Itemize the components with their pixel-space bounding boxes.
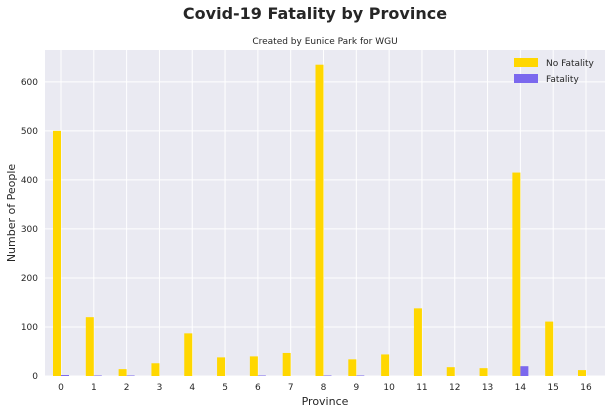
x-tick-labels: 0 1 2 3 4 5 6 7 8 9 10 11 12 13 14 15 16 <box>58 383 592 393</box>
bar-no-fatality <box>217 357 226 376</box>
x-tick-label: 0 <box>58 383 64 393</box>
y-tick-label: 0 <box>32 372 38 382</box>
bar-no-fatality <box>348 359 357 376</box>
bar-fatality <box>61 375 69 376</box>
x-tick-label: 12 <box>449 383 460 393</box>
x-tick-label: 16 <box>580 383 592 393</box>
y-tick-label: 400 <box>21 176 38 186</box>
x-tick-label: 15 <box>547 383 558 393</box>
legend: No Fatality Fatality <box>514 58 595 85</box>
y-tick-label: 100 <box>21 323 38 333</box>
bars <box>53 64 586 377</box>
chart-subtitle: Created by Eunice Park for WGU <box>252 37 397 47</box>
bar-fatality <box>520 366 529 376</box>
x-tick-label: 14 <box>515 383 527 393</box>
bar-no-fatality <box>512 172 521 376</box>
x-tick-label: 10 <box>383 383 395 393</box>
bar-no-fatality <box>381 354 390 376</box>
x-tick-label: 3 <box>157 383 163 393</box>
y-tick-label: 200 <box>21 274 38 284</box>
x-tick-label: 13 <box>482 383 493 393</box>
plot-area <box>45 50 605 376</box>
x-tick-label: 1 <box>91 383 97 393</box>
legend-label: Fatality <box>546 75 579 85</box>
bar-no-fatality <box>151 363 160 376</box>
bar-no-fatality <box>282 352 291 376</box>
bar-no-fatality <box>184 333 193 376</box>
x-tick-label: 6 <box>255 383 261 393</box>
bar-no-fatality <box>85 317 94 376</box>
y-tick-label: 500 <box>21 127 38 137</box>
x-tick-label: 2 <box>124 383 130 393</box>
bar-no-fatality <box>578 370 586 376</box>
y-axis-label: Number of People <box>5 164 18 263</box>
x-tick-label: 11 <box>416 383 427 393</box>
x-tick-label: 8 <box>321 383 327 393</box>
bar-no-fatality <box>249 356 258 376</box>
legend-swatch <box>514 74 538 83</box>
x-tick-label: 4 <box>189 383 195 393</box>
legend-label: No Fatality <box>546 59 595 69</box>
legend-swatch <box>514 58 538 67</box>
x-axis-label: Province <box>302 395 349 408</box>
x-tick-label: 9 <box>353 383 359 393</box>
bar-no-fatality <box>413 308 422 376</box>
x-tick-label: 7 <box>288 383 294 393</box>
bar-no-fatality <box>446 367 455 376</box>
chart-title: Covid-19 Fatality by Province <box>183 4 447 23</box>
y-tick-labels: 0 100 200 300 400 500 600 <box>21 78 38 382</box>
y-tick-label: 600 <box>21 78 38 88</box>
bar-no-fatality <box>315 64 324 377</box>
bar-no-fatality <box>53 130 61 376</box>
x-tick-label: 5 <box>222 383 228 393</box>
bar-no-fatality <box>118 369 127 376</box>
y-tick-label: 300 <box>21 225 38 235</box>
bar-no-fatality <box>545 321 554 376</box>
bar-no-fatality <box>479 368 488 376</box>
